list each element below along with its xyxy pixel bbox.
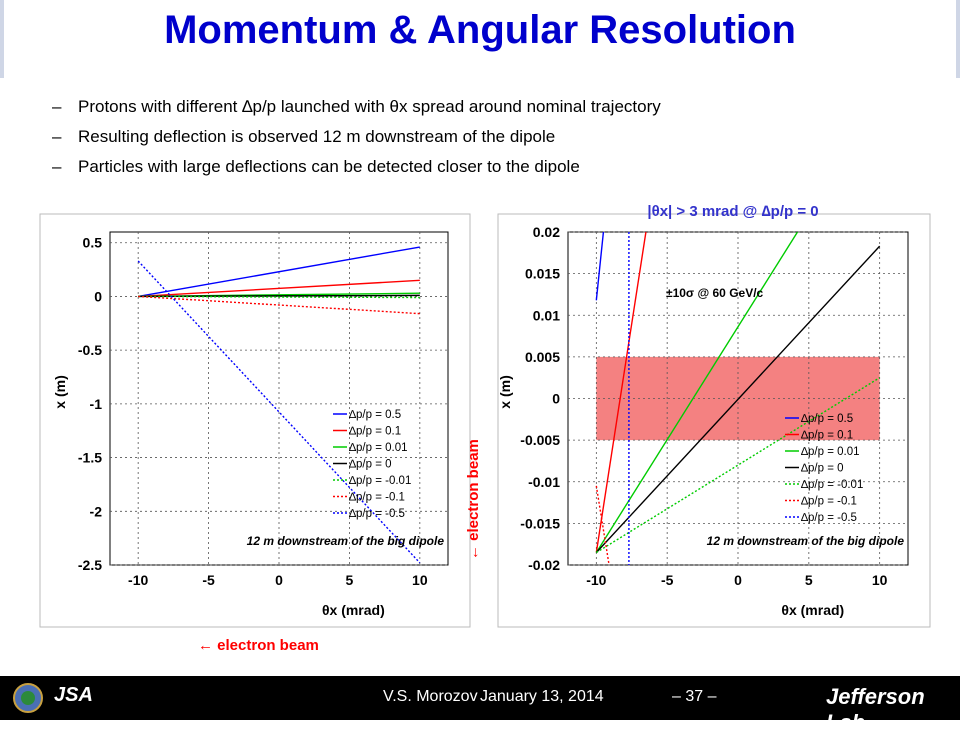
legend-label: ∆p/p = -0.5: [349, 508, 405, 520]
bullet-item: – Particles with large deflections can be…: [52, 156, 932, 186]
bullet-item: – Protons with different ∆p/p launched wi…: [52, 96, 932, 126]
legend-label: ∆p/p = 0.01: [801, 446, 860, 458]
x-tick-label: 0: [275, 572, 283, 588]
y-tick-label: -2.5: [78, 557, 102, 573]
plots-canvas: -10 -5 0 5 10 0.5 0 -0.5 -1 -1.5 -2 -2.5 θx (mrad) x …: [39, 203, 931, 654]
bullet-dash: –: [52, 157, 62, 176]
legend-label: ∆p/p = 0.5: [801, 413, 853, 425]
y-tick-label: -2: [90, 503, 103, 519]
plot-annotation: 12 m downstream of the big dipole: [707, 534, 905, 548]
x-tick-label: 10: [872, 572, 888, 588]
bullet-list: – Protons with different ∆p/p launched wi…: [52, 96, 932, 186]
right-chart-title: |θx| > 3 mrad @ ∆p/p = 0: [647, 203, 818, 220]
jefferson-lab-logo: Jefferson Lab: [826, 684, 925, 735]
y-tick-label: 0.02: [533, 224, 560, 240]
legend-label: ∆p/p = 0: [801, 463, 844, 475]
y-tick-label: -0.015: [520, 515, 560, 531]
x-tick-label: 5: [346, 572, 354, 588]
slide-title: Momentum & Angular Resolution: [164, 8, 796, 52]
y-axis-label: x (m): [497, 375, 513, 408]
series-group: [137, 246, 421, 564]
x-tick-label: 10: [412, 572, 428, 588]
bullet-dash: –: [52, 127, 62, 146]
chart-left: -10 -5 0 5 10 0.5 0 -0.5 -1 -1.5 -2 -2.5 θx (mrad) x …: [39, 213, 471, 628]
series-line: [137, 260, 421, 564]
series-line: [595, 377, 881, 554]
legend-label: ∆p/p = 0.01: [349, 442, 408, 454]
title-bar-edge-right: [956, 0, 960, 78]
y-tick-label: 0: [94, 288, 102, 304]
left-electron-beam-label: ← electron beam: [198, 637, 319, 654]
footer-page-number: – 37 –: [672, 688, 717, 705]
legend-label: ∆p/p = -0.01: [349, 475, 411, 487]
x-tick-label: 0: [734, 572, 742, 588]
bullet-item: – Resulting deflection is observed 12 m d…: [52, 126, 932, 156]
y-tick-label: -1.5: [78, 450, 102, 466]
doe-seal-icon: [13, 683, 43, 713]
series-line: [595, 232, 647, 553]
x-tick-label: -10: [128, 572, 148, 588]
legend-label: ∆p/p = -0.1: [349, 492, 405, 504]
series-line: [595, 232, 799, 553]
bullet-text: Resulting deflection is observed 12 m do…: [78, 127, 556, 146]
right-electron-beam-label: ← electron beam: [465, 439, 482, 560]
title-bar: Momentum & Angular Resolution: [0, 0, 960, 78]
footer-bar: JSA V.S. Morozov January 13, 2014 – 37 –…: [0, 676, 960, 735]
legend-label: ∆p/p = 0.5: [349, 409, 401, 421]
series-group: [595, 232, 881, 565]
series-line: [138, 246, 420, 298]
legend-label: ∆p/p = -0.01: [801, 479, 863, 491]
y-tick-label: -0.005: [520, 432, 560, 448]
bullet-text: Protons with different ∆p/p launched wit…: [78, 97, 661, 116]
y-tick-label: -1: [90, 396, 103, 412]
y-tick-label: 0: [552, 391, 560, 407]
sigma-label: ±10σ @ 60 GeV/c: [666, 286, 764, 300]
x-tick-label: -5: [202, 572, 215, 588]
series-line: [138, 294, 420, 298]
plot-annotation: 12 m downstream of the big dipole: [247, 534, 445, 548]
y-tick-label: 0.01: [533, 307, 560, 323]
y-tick-label: -0.5: [78, 342, 102, 358]
legend-label: ∆p/p = -0.1: [801, 496, 857, 508]
series-line: [138, 295, 420, 315]
legend-label: ∆p/p = -0.5: [801, 512, 857, 524]
x-axis-label: θx (mrad): [781, 602, 844, 618]
y-tick-label: -0.01: [528, 474, 560, 490]
x-tick-label: 5: [805, 572, 813, 588]
series-line: [138, 279, 420, 298]
jsa-logo: JSA: [54, 684, 93, 706]
footer-author: V.S. Morozov: [383, 688, 478, 705]
y-tick-label: 0.5: [83, 235, 103, 251]
x-tick-label: -10: [586, 572, 606, 588]
y-axis-label: x (m): [52, 375, 68, 408]
footer-date: January 13, 2014: [480, 688, 604, 705]
bullet-text: Particles with large deflections can be …: [78, 157, 580, 176]
title-bar-edge-left: [0, 0, 4, 78]
y-tick-label: -0.02: [528, 557, 560, 573]
legend-label: ∆p/p = 0.1: [801, 430, 853, 442]
bullet-dash: –: [52, 97, 62, 116]
x-tick-label: -5: [661, 572, 674, 588]
legend-label: ∆p/p = 0: [349, 459, 392, 471]
x-axis-label: θx (mrad): [322, 602, 385, 618]
chart-right: -10 -5 0 5 10 0.02 0.015 0.01 0.005 0 -0.005 -0.01 -…: [497, 213, 931, 628]
series-line: [138, 295, 420, 299]
legend-label: ∆p/p = 0.1: [349, 426, 401, 438]
y-tick-label: 0.005: [525, 349, 560, 365]
series-line: [595, 245, 881, 553]
series-line: [595, 232, 605, 301]
series-line: [595, 485, 610, 565]
y-tick-label: 0.015: [525, 266, 560, 282]
